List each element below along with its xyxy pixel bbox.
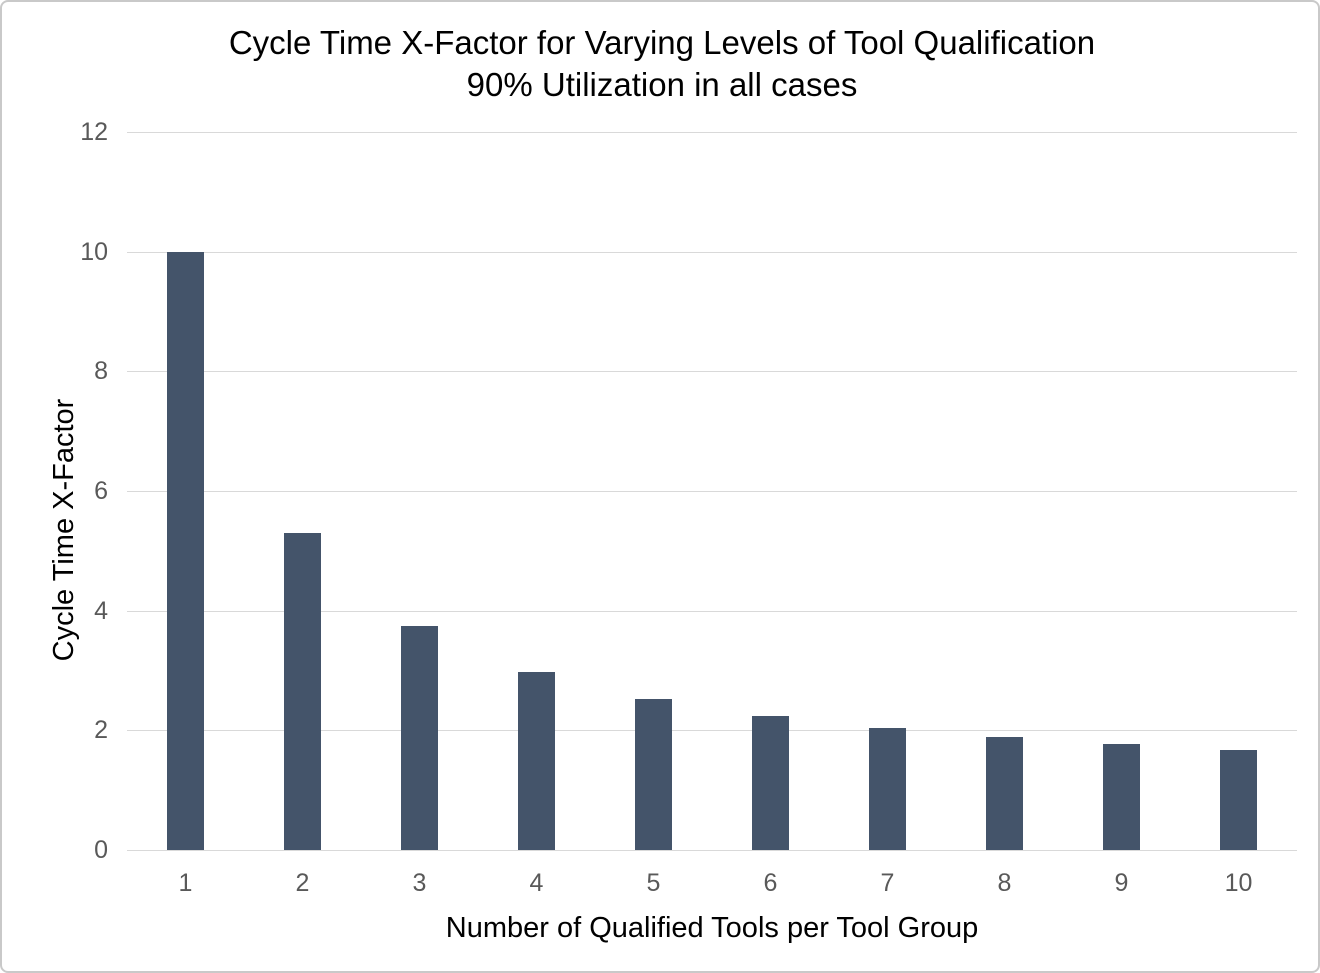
gridline-y-8 <box>127 371 1297 373</box>
chart-title: Cycle Time X-Factor for Varying Levels o… <box>228 24 1096 61</box>
bar-2 <box>284 532 321 850</box>
x-tick-label-3: 3 <box>412 869 427 897</box>
x-tick-label-10: 10 <box>1224 869 1253 897</box>
bar-slot-5 <box>595 132 712 850</box>
x-tick-label-1: 1 <box>178 869 193 897</box>
x-tick-label-5: 5 <box>646 869 661 897</box>
bar-slot-9 <box>1063 132 1180 850</box>
gridline-y-10 <box>127 251 1297 253</box>
x-tick-label-4: 4 <box>529 869 544 897</box>
bar-slot-6 <box>712 132 829 850</box>
bar-9 <box>1103 744 1140 850</box>
y-tick-label-12: 12 <box>80 118 108 146</box>
x-tick-label-7: 7 <box>880 869 895 897</box>
bar-slot-8 <box>946 132 1063 850</box>
bar-7 <box>869 727 906 850</box>
y-tick-label-10: 10 <box>80 237 108 266</box>
bar-slot-10 <box>1180 132 1297 850</box>
bar-slot-7 <box>829 132 946 850</box>
bar-1 <box>167 251 204 850</box>
bar-slot-2 <box>244 132 361 850</box>
x-tick-label-6: 6 <box>763 869 778 897</box>
gridline-y-2 <box>127 730 1297 732</box>
chart-subtitle: 90% Utilization in all cases <box>466 66 858 103</box>
x-tick-label-2: 2 <box>295 869 310 897</box>
bar-3 <box>401 625 438 850</box>
x-tick-label-9: 9 <box>1114 869 1129 897</box>
y-tick-label-0: 0 <box>94 836 108 864</box>
bar-5 <box>635 698 672 850</box>
gridline-y-4 <box>127 610 1297 612</box>
chart-title-block: Cycle Time X-Factor for Varying Levels o… <box>2 22 1318 106</box>
plot-area <box>127 132 1297 851</box>
bar-10 <box>1220 750 1257 850</box>
bar-slot-4 <box>478 132 595 850</box>
y-tick-label-6: 6 <box>94 477 108 505</box>
y-tick-label-8: 8 <box>94 357 108 386</box>
y-tick-label-2: 2 <box>94 716 108 745</box>
gridline-y-0 <box>127 850 1297 851</box>
bar-4 <box>518 671 555 850</box>
bar-slot-3 <box>361 132 478 850</box>
bar-8 <box>986 736 1023 850</box>
x-axis-title: Number of Qualified Tools per Tool Group <box>445 912 979 944</box>
gridline-y-6 <box>127 491 1297 492</box>
gridline-y-12 <box>127 132 1297 133</box>
x-tick-label-8: 8 <box>997 869 1012 897</box>
bar-6 <box>752 715 789 850</box>
bar-slot-1 <box>127 132 244 850</box>
y-tick-label-4: 4 <box>94 596 108 625</box>
